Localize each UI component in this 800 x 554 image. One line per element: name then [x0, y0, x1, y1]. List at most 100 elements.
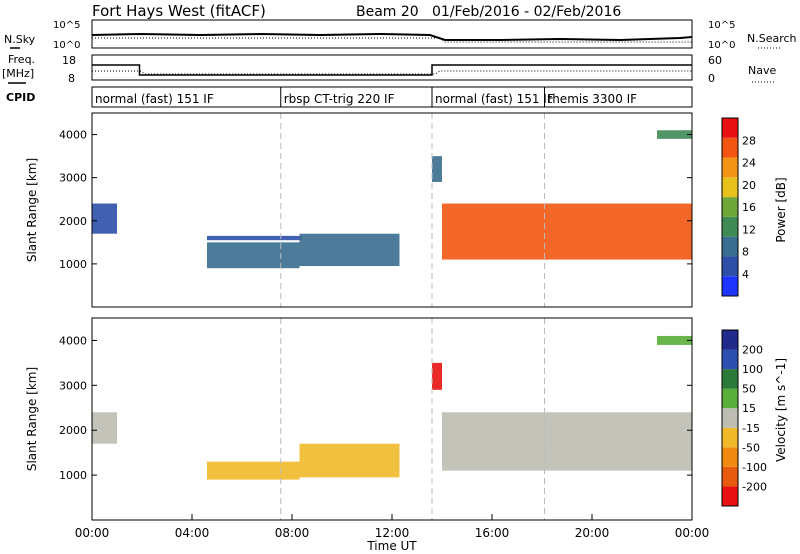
freq-label-line2: [MHz] [2, 67, 34, 80]
colorbar-tick: 12 [742, 223, 756, 236]
colorbar-tick: 20 [742, 179, 756, 192]
heatmap-cell [442, 203, 692, 260]
freq-ytick-bottom: 8 [68, 72, 75, 85]
power-colorbar-label: Power [dB] [774, 177, 788, 242]
freq-panel-frame [91, 54, 693, 81]
nsearch-trace [92, 37, 692, 43]
velocity-colorbar-label: Velocity [m s^-1] [774, 358, 788, 462]
nsearch-tick-bottom: 10^0 [708, 40, 735, 51]
heatmap-cell [92, 203, 117, 234]
xtick-label: 00:00 [75, 526, 110, 540]
colorbar-swatch [722, 408, 738, 428]
ytick-label: 4000 [59, 334, 87, 347]
colorbar-tick: -100 [742, 461, 767, 474]
colorbar-tick: 50 [742, 383, 756, 396]
colorbar-swatch [722, 197, 738, 217]
heatmap-cell [432, 156, 442, 182]
time-axis: 00:00 04:00 08:00 12:00 16:00 20:00 00:00 [75, 514, 710, 540]
beam-label: Beam 20 [356, 4, 419, 20]
heatmap-cell [432, 362, 442, 390]
heatmap-cell [657, 335, 692, 345]
cpid-label: CPID [6, 91, 35, 104]
cpid-label: normal (fast) 151 IF [95, 92, 214, 106]
nave-tick-top: 60 [708, 54, 722, 67]
colorbar-tick: 24 [742, 157, 756, 170]
colorbar-tick: 200 [742, 344, 763, 357]
noise-ytick-bottom: 10^0 [53, 40, 80, 51]
xtick-label: 08:00 [275, 526, 310, 540]
xaxis-label: Time UT [366, 539, 417, 553]
colorbar-swatch [722, 427, 738, 448]
colorbar-tick: 16 [742, 201, 756, 214]
velocity-panel: 1000 2000 3000 4000 [59, 318, 692, 520]
velocity-ylabel: Slant Range [km] [25, 367, 39, 471]
plot-title: Fort Hays West (fitACF) [92, 2, 266, 20]
heatmap-cell [299, 233, 400, 267]
power-ylabel: Slant Range [km] [25, 158, 39, 262]
colorbar-swatch [722, 177, 738, 198]
colorbar-swatch [722, 447, 738, 467]
heatmap-cell [442, 412, 692, 471]
cpid-panel-frame [91, 86, 693, 108]
heatmap-cell [207, 235, 302, 241]
ytick-label: 1000 [59, 469, 87, 482]
ytick-label: 1000 [59, 258, 87, 271]
nsearch-label: N.Search [747, 32, 797, 45]
heatmap-cell [207, 461, 300, 480]
heatmap-cell [92, 412, 117, 444]
colorbar-frame [721, 117, 739, 297]
colorbar-swatch [722, 157, 738, 178]
colorbar-swatch [722, 369, 738, 389]
heatmap-cell [207, 242, 300, 269]
nave-tick-bottom: 0 [708, 72, 715, 85]
ytick-label: 2000 [59, 215, 87, 228]
power-panel: 1000 2000 3000 4000 [59, 113, 692, 307]
colorbar-swatch [722, 349, 738, 370]
colorbar-swatch [722, 118, 738, 138]
cpid-label: rbsp CT-trig 220 IF [284, 92, 395, 106]
colorbar-tick: 8 [742, 246, 749, 259]
colorbar-tick: -200 [742, 480, 767, 493]
colorbar-tick: 100 [742, 363, 763, 376]
colorbar-swatch [722, 276, 738, 296]
xtick-label: 20:00 [575, 526, 610, 540]
power-colorbar: 4 8 12 16 20 24 28 [721, 117, 756, 297]
ytick-label: 3000 [59, 379, 87, 392]
colorbar-swatch [722, 216, 738, 237]
colorbar-tick: 4 [742, 268, 749, 281]
freq-label-line1: Freq. [8, 53, 35, 66]
cpid-labels: normal (fast) 151 IF rbsp CT-trig 220 IF n… [95, 87, 637, 107]
ytick-label: 2000 [59, 424, 87, 437]
colorbar-swatch [722, 256, 738, 277]
freq-trace [92, 64, 692, 76]
xtick-label: 12:00 [375, 526, 410, 540]
xtick-label: 16:00 [475, 526, 510, 540]
nsearch-tick-top: 10^5 [708, 20, 735, 31]
colorbar-swatch [722, 466, 738, 487]
colorbar-swatch [722, 388, 738, 409]
colorbar-tick: 28 [742, 134, 756, 147]
colorbar-tick: -15 [742, 422, 760, 435]
heatmap-cell [657, 130, 692, 139]
heatmap-cell [299, 443, 400, 478]
colorbar-swatch [722, 486, 738, 506]
nsky-label: N.Sky [4, 33, 36, 46]
date-range: 01/Feb/2016 - 02/Feb/2016 [432, 4, 621, 20]
cpid-label: normal (fast) 151 IF [435, 92, 554, 106]
colorbar-tick: 15 [742, 402, 756, 415]
colorbar-swatch [722, 137, 738, 158]
cpid-label: themis 3300 IF [548, 92, 638, 106]
power-panel-frame [91, 112, 693, 308]
xtick-label: 04:00 [175, 526, 210, 540]
ytick-label: 4000 [59, 129, 87, 142]
noise-ytick-top: 10^5 [53, 20, 80, 31]
velocity-colorbar: -200 -100 -50 -15 15 50 100 200 [721, 329, 767, 507]
freq-ytick-top: 18 [62, 54, 76, 67]
colorbar-swatch [722, 330, 738, 350]
nave-trace [92, 70, 692, 75]
ytick-label: 3000 [59, 172, 87, 185]
xtick-label: 00:00 [675, 526, 710, 540]
nsky-trace [91, 32, 693, 42]
colorbar-swatch [722, 236, 738, 257]
